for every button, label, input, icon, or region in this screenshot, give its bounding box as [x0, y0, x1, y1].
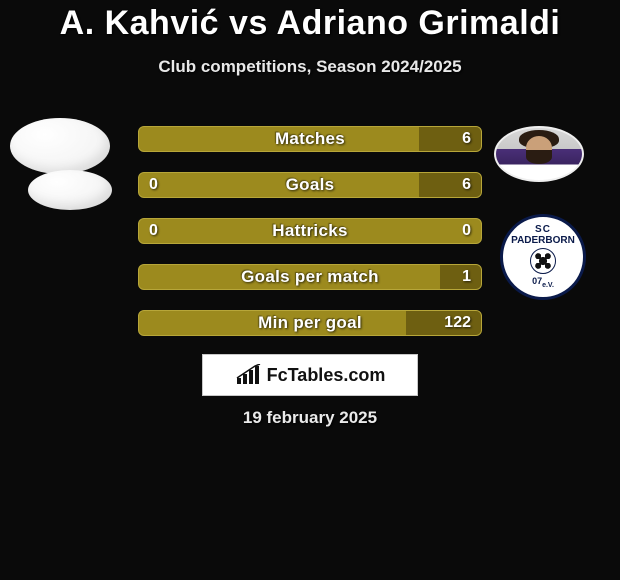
stat-bar-right-edge — [440, 265, 481, 289]
stat-row: Min per goal122 — [138, 310, 482, 336]
club-logo-line1: SC — [535, 225, 551, 235]
soccer-ball-icon — [530, 248, 556, 274]
club-logo-line2: PADERBORN — [511, 235, 575, 246]
avatar-beard — [526, 150, 552, 164]
date-text: 19 february 2025 — [0, 408, 620, 428]
player-right-club-logo: SC PADERBORN 07e.V. — [500, 214, 586, 300]
brand-box[interactable]: FcTables.com — [202, 354, 418, 396]
player-right-avatar — [494, 126, 584, 182]
stat-value-right: 0 — [462, 219, 471, 243]
stat-row: Goals per match1 — [138, 264, 482, 290]
player-left-club-avatar — [28, 170, 112, 210]
stat-bar-right-edge — [419, 127, 481, 151]
club-logo-line3: 07e.V. — [532, 276, 554, 289]
brand-text: FcTables.com — [267, 365, 386, 386]
stat-label: Goals per match — [139, 265, 481, 289]
subtitle: Club competitions, Season 2024/2025 — [0, 57, 620, 77]
stat-value-left: 0 — [149, 173, 158, 197]
comparison-card: A. Kahvić vs Adriano Grimaldi Club compe… — [0, 0, 620, 460]
stat-row: Hattricks0 0 — [138, 218, 482, 244]
stat-bar-right-edge — [406, 311, 481, 335]
stat-bar-right-edge — [419, 173, 481, 197]
stat-row: Matches6 — [138, 126, 482, 152]
stat-row: Goals06 — [138, 172, 482, 198]
bar-chart-icon — [235, 364, 261, 386]
stat-rows: Matches6Goals06Hattricks00Goals per matc… — [138, 126, 482, 356]
page-title: A. Kahvić vs Adriano Grimaldi — [0, 4, 620, 43]
stat-value-left: 0 — [149, 219, 158, 243]
player-left-avatar — [10, 118, 110, 174]
stat-label: Hattricks — [139, 219, 481, 243]
